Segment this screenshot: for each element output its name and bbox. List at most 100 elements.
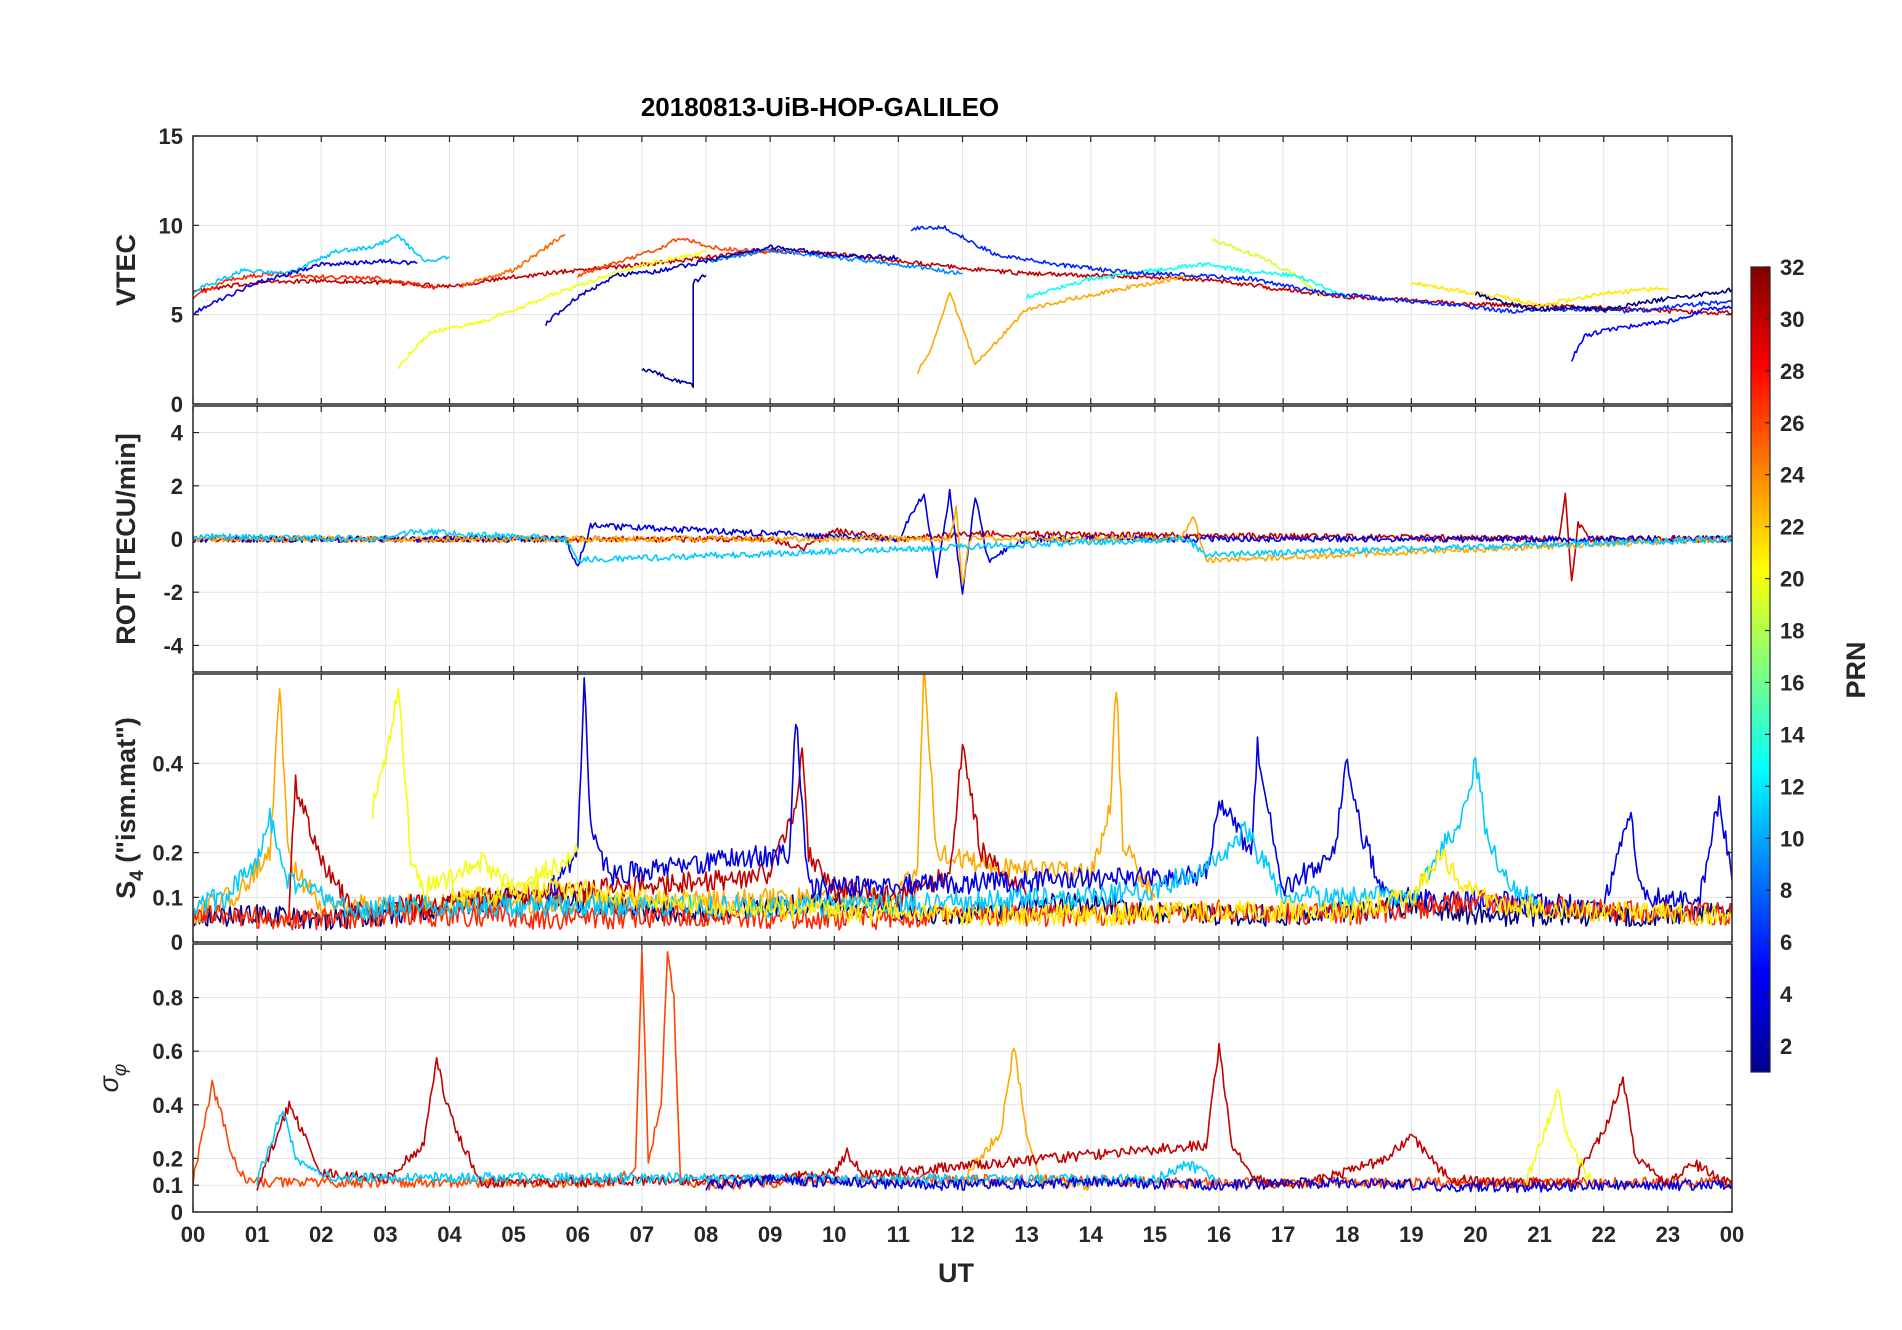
x-tick-label: 04	[437, 1222, 462, 1247]
x-tick-label: 14	[1079, 1222, 1104, 1247]
y-tick-label: 0.1	[152, 885, 183, 910]
series-prn-26	[577, 237, 771, 278]
x-tick-label: 00	[1720, 1222, 1744, 1247]
y-axis-label-rest: ("ism.mat")	[111, 717, 141, 870]
y-tick-label: 15	[159, 124, 183, 149]
colorbar-tick-label: 14	[1780, 722, 1805, 747]
series-group	[193, 225, 1732, 389]
colorbar-tick-label: 4	[1780, 982, 1793, 1007]
colorbar-label: PRN	[1841, 641, 1871, 698]
series-prn-23	[916, 273, 1194, 375]
series-prn-3	[544, 244, 899, 326]
plot-frame	[192, 135, 1733, 405]
x-axis: 00 01 02 03 04 05 06 07 08 09 10 11 12 13 14 15 16 17 18 19…	[181, 1222, 1744, 1247]
panel-sigma: 00.10.2 0.4 0.6 0.8 σφ	[94, 943, 1733, 1225]
y-tick-label: 0	[171, 527, 183, 552]
series-prn-25	[461, 233, 566, 289]
series-prn-30	[288, 743, 1028, 921]
colorbar-tick-label: 24	[1780, 463, 1805, 488]
y-tick-label: 0	[171, 392, 183, 417]
colorbar-tick-label: 22	[1780, 515, 1804, 540]
x-tick-label: 17	[1271, 1222, 1295, 1247]
series-prn-27	[193, 271, 438, 300]
x-tick-label: 07	[630, 1222, 654, 1247]
series-group	[193, 674, 1732, 931]
x-tick-label: 03	[373, 1222, 397, 1247]
x-tick-label: 15	[1143, 1222, 1167, 1247]
y-tick-label: 0.4	[152, 1093, 183, 1118]
x-tick-label: 11	[887, 1222, 910, 1247]
series-prn-23	[961, 1047, 1092, 1191]
y-axis-label: ROT [TECU/min]	[111, 433, 141, 644]
series-prn-11	[193, 756, 1541, 921]
series-prn-13	[1025, 262, 1348, 300]
y-axis-label: σφ	[94, 1064, 131, 1093]
series-prn-4	[705, 1173, 1732, 1194]
panel-vtec: 0 5 10 15 VTEC	[111, 124, 1733, 417]
y-tick-label: 5	[171, 303, 183, 328]
x-tick-label: 12	[950, 1222, 974, 1247]
y-tick-label: 0	[171, 1200, 183, 1225]
y-tick-label: 0	[171, 930, 183, 955]
colorbar-tick-label: 20	[1780, 567, 1804, 592]
colorbar-tick-label: 32	[1780, 255, 1804, 280]
plot-frame	[192, 673, 1733, 943]
series-prn-30	[256, 1042, 1732, 1191]
plot-frame	[192, 405, 1733, 673]
series-prn-20	[371, 687, 579, 901]
y-tick-label: 0.4	[152, 751, 183, 776]
series-prn-27	[193, 890, 1732, 931]
x-tick-label: 06	[566, 1222, 590, 1247]
x-tick-label: 05	[501, 1222, 525, 1247]
colorbar-tick-label: 6	[1780, 930, 1792, 955]
y-axis-label-sub: 4	[127, 870, 148, 881]
x-tick-label: 00	[181, 1222, 205, 1247]
colorbar-tick-label: 30	[1780, 307, 1804, 332]
y-axis-label-sub: φ	[110, 1064, 131, 1076]
y-axis-label-main: S	[111, 881, 141, 899]
x-tick-label: 18	[1335, 1222, 1359, 1247]
series-prn-21	[1410, 281, 1669, 309]
series-prn-11	[193, 234, 450, 295]
x-axis-label: UT	[938, 1258, 974, 1288]
series-prn-20	[1526, 1089, 1592, 1186]
x-tick-label: 20	[1463, 1222, 1487, 1247]
series-prn-4	[193, 488, 1732, 595]
x-tick-label: 23	[1656, 1222, 1680, 1247]
colorbar-tick-label: 16	[1780, 670, 1804, 695]
y-tick-label: 0.8	[152, 986, 183, 1011]
y-axis-label-main: σ	[94, 1074, 124, 1092]
series-prn-5	[1570, 305, 1732, 362]
series-prn-1	[1474, 287, 1732, 313]
x-tick-label: 02	[309, 1222, 333, 1247]
colorbar-tick-label: 2	[1780, 1034, 1792, 1059]
x-tick-label: 16	[1207, 1222, 1231, 1247]
colorbar-tick-label: 8	[1780, 878, 1792, 903]
series-group	[193, 488, 1732, 595]
plot-frame	[192, 943, 1733, 1213]
series-prn-30	[193, 247, 1732, 316]
panel-s4: 00.10.20.4S4 ("ism.mat")	[111, 673, 1733, 955]
y-tick-label: 4	[171, 421, 184, 446]
series-prn-21	[449, 849, 1732, 928]
x-tick-label: 22	[1592, 1222, 1616, 1247]
series-group	[193, 949, 1732, 1194]
colorbar-tick-label: 26	[1780, 411, 1804, 436]
y-tick-label: 0.2	[152, 1146, 183, 1171]
x-tick-label: 21	[1527, 1222, 1551, 1247]
series-prn-19	[1211, 238, 1323, 298]
chart-title: 20180813-UiB-HOP-GALILEO	[641, 92, 999, 122]
panel-rot: -4 -2 0 2 4 ROT [TECU/min]	[111, 405, 1733, 673]
series-prn-4	[193, 258, 418, 316]
x-tick-label: 08	[694, 1222, 718, 1247]
x-tick-label: 19	[1399, 1222, 1423, 1247]
y-tick-label: -4	[163, 633, 183, 658]
y-axis-label: S4 ("ism.mat")	[111, 717, 148, 899]
x-tick-label: 09	[758, 1222, 782, 1247]
series-prn-23	[193, 505, 1732, 586]
y-tick-label: 0.6	[152, 1039, 183, 1064]
x-tick-label: 01	[245, 1222, 269, 1247]
